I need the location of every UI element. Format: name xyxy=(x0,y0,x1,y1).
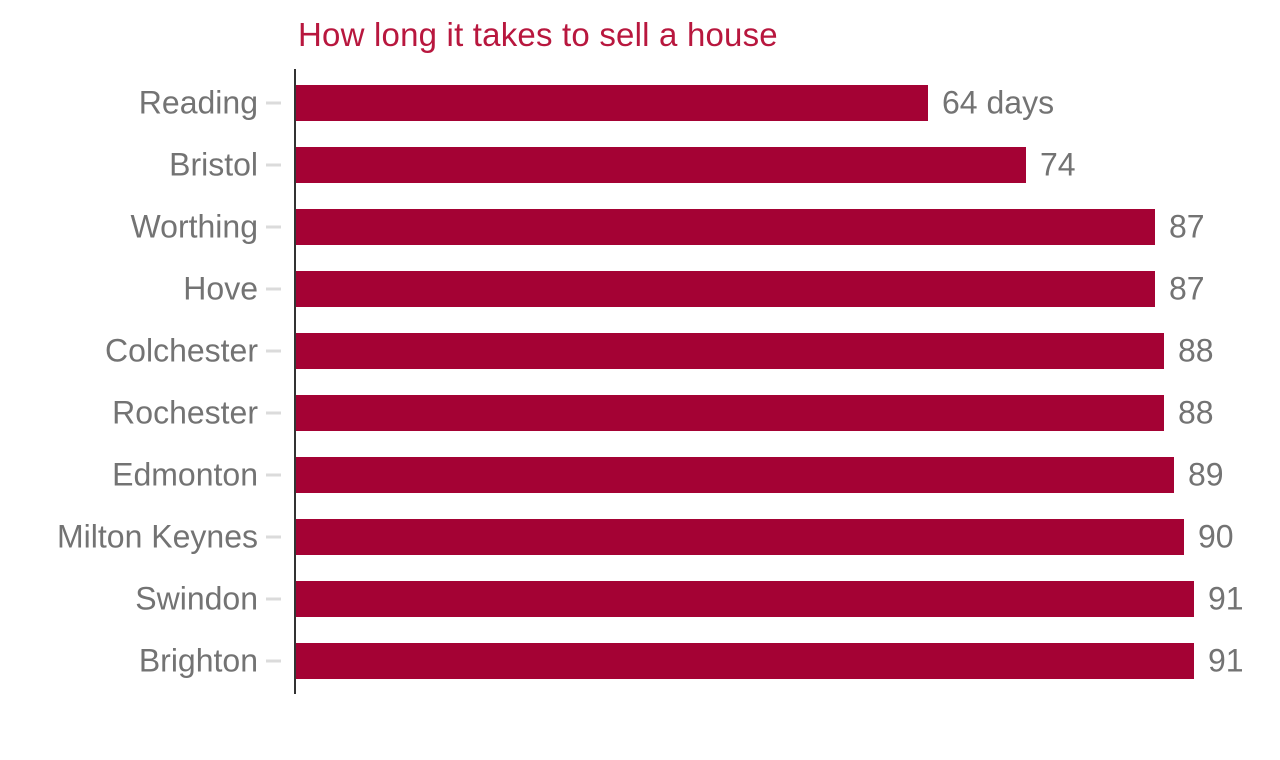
tick-mark xyxy=(266,473,281,477)
bar xyxy=(296,85,928,121)
value-label: 88 xyxy=(1178,332,1214,369)
category-label: Brighton xyxy=(138,642,258,679)
tick-mark xyxy=(266,659,281,663)
value-label: 91 xyxy=(1208,580,1244,617)
bar xyxy=(296,147,1026,183)
category-label: Reading xyxy=(138,84,258,121)
bar xyxy=(296,457,1174,493)
value-label: 91 xyxy=(1208,642,1244,679)
tick-mark xyxy=(266,225,281,229)
tick-mark xyxy=(266,287,281,291)
tick-mark xyxy=(266,163,281,167)
category-label: Milton Keynes xyxy=(57,518,258,555)
category-label: Worthing xyxy=(130,208,258,245)
bar xyxy=(296,271,1155,307)
category-label: Rochester xyxy=(112,394,258,431)
chart-title: How long it takes to sell a house xyxy=(298,16,778,53)
value-label: 87 xyxy=(1169,208,1205,245)
value-label: 90 xyxy=(1198,518,1234,555)
tick-mark xyxy=(266,101,281,105)
value-label: 89 xyxy=(1188,456,1224,493)
bar xyxy=(296,395,1164,431)
bar xyxy=(296,581,1194,617)
tick-mark xyxy=(266,535,281,539)
category-label: Hove xyxy=(183,270,258,307)
category-label: Colchester xyxy=(105,332,258,369)
value-label: 74 xyxy=(1040,146,1076,183)
bar xyxy=(296,333,1164,369)
bar xyxy=(296,643,1194,679)
category-label: Swindon xyxy=(135,580,258,617)
tick-mark xyxy=(266,349,281,353)
bar xyxy=(296,209,1155,245)
bar xyxy=(296,519,1184,555)
value-label: 87 xyxy=(1169,270,1205,307)
value-label: 64 days xyxy=(942,84,1055,121)
category-label: Bristol xyxy=(169,146,258,183)
category-label: Edmonton xyxy=(112,456,258,493)
tick-mark xyxy=(266,597,281,601)
y-axis-line xyxy=(294,69,296,694)
value-label: 88 xyxy=(1178,394,1214,431)
tick-mark xyxy=(266,411,281,415)
